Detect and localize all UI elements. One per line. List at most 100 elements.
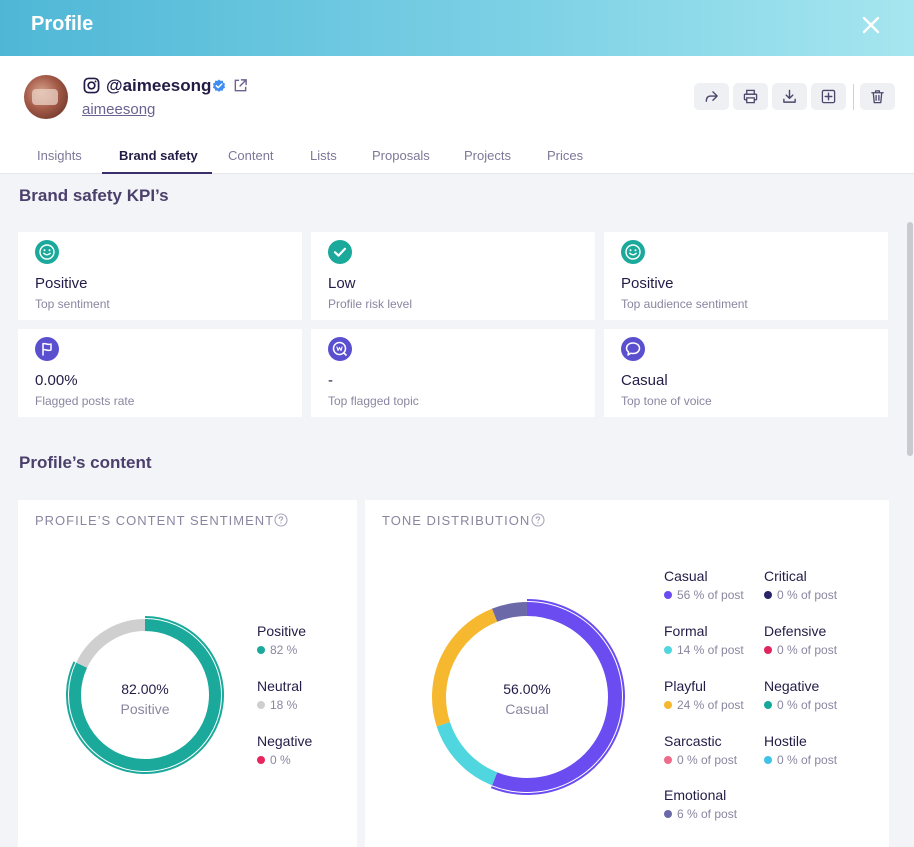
legend-name: Negative (764, 678, 820, 694)
scrollbar[interactable] (907, 222, 913, 456)
legend-dot (257, 701, 265, 709)
external-link-icon[interactable] (233, 78, 248, 93)
trash-icon (871, 90, 884, 104)
donut-segment-formal[interactable] (436, 721, 498, 786)
tab-content[interactable]: Content (228, 148, 274, 163)
profile-handle: @aimeesong (106, 76, 212, 95)
tab-insights[interactable]: Insights (37, 148, 82, 163)
donut-highlight-arc (490, 599, 625, 795)
tab-projects[interactable]: Projects (464, 148, 511, 163)
kpi-label: Top sentiment (35, 297, 110, 311)
tone-distribution-card: TONE DISTRIBUTION 56.00% Casual Casual 5… (365, 500, 889, 847)
legend-dot (257, 756, 265, 764)
legend-pct: 0 % of post (677, 753, 738, 767)
legend-pct: 82 % (270, 643, 298, 657)
flag-icon (35, 337, 59, 361)
download-icon (783, 89, 796, 103)
delete-button[interactable] (860, 83, 895, 110)
legend-dot (664, 810, 672, 818)
legend-item-playful: Playful 24 % of post (664, 678, 744, 712)
donut-segment-casual[interactable] (492, 602, 622, 792)
help-icon[interactable] (274, 513, 288, 527)
legend-name: Positive (257, 623, 307, 639)
tab-brand-safety[interactable]: Brand safety (119, 148, 198, 163)
legend-pct: 0 % of post (777, 643, 838, 657)
kpi-card-audience-sentiment: Positive Top audience sentiment (604, 232, 888, 320)
donut-segment-neutral[interactable] (76, 619, 146, 668)
topic-icon (328, 337, 352, 361)
legend-pct: 6 % of post (677, 807, 738, 821)
legend-item-defensive: Defensive 0 % of post (764, 623, 837, 657)
modal-title: Profile (31, 13, 94, 35)
legend-item-emotional: Emotional 6 % of post (664, 787, 737, 821)
legend-pct: 0 % (270, 753, 291, 767)
legend-pct: 0 % of post (777, 588, 838, 602)
legend-item-positive: Positive 82 % (257, 623, 306, 657)
kpi-card-tone-of-voice: Casual Top tone of voice (604, 329, 888, 417)
legend-name: Casual (664, 568, 708, 584)
username-link[interactable]: aimeesong (82, 101, 156, 118)
active-tab-indicator (102, 172, 212, 174)
legend-dot (664, 646, 672, 654)
share-button[interactable] (694, 83, 729, 110)
legend-dot (664, 756, 672, 764)
donut-segment-emotional[interactable] (492, 602, 528, 622)
kpi-label: Top audience sentiment (621, 297, 748, 311)
donut-segment-positive[interactable] (69, 619, 221, 771)
content-section-title: Profile’s content (19, 453, 152, 472)
tone-donut-chart (432, 599, 625, 795)
actions-divider (853, 84, 854, 110)
profile-bar: @aimeesong aimeesong (0, 56, 914, 174)
share-icon (705, 91, 718, 102)
legend-pct: 14 % of post (677, 643, 744, 657)
legend-pct: 24 % of post (677, 698, 744, 712)
tab-proposals[interactable]: Proposals (372, 148, 430, 163)
printer-icon (743, 89, 758, 104)
help-icon[interactable] (531, 513, 545, 527)
legend-pct: 0 % of post (777, 753, 838, 767)
profile-tabs: Insights Brand safety Content Lists Prop… (0, 144, 914, 174)
content-sentiment-card: PROFILE’S CONTENT SENTIMENT 82.00% Posit… (18, 500, 357, 847)
check-icon (328, 240, 352, 264)
legend-dot (764, 591, 772, 599)
tab-lists[interactable]: Lists (310, 148, 337, 163)
legend-dot (764, 646, 772, 654)
legend-item-sarcastic: Sarcastic 0 % of post (664, 733, 737, 767)
kpi-value: Casual (621, 372, 668, 389)
smile-icon (621, 240, 645, 264)
kpi-card-flagged-posts: 0.00% Flagged posts rate (18, 329, 302, 417)
kpi-value: Positive (621, 275, 674, 292)
legend-pct: 0 % of post (777, 698, 838, 712)
kpi-value: - (328, 372, 333, 389)
kpi-card-top-sentiment: Positive Top sentiment (18, 232, 302, 320)
chat-icon (621, 337, 645, 361)
close-icon[interactable] (858, 12, 884, 38)
kpi-label: Profile risk level (328, 297, 413, 311)
tab-prices[interactable]: Prices (547, 148, 584, 163)
legend-dot (764, 701, 772, 709)
legend-name: Formal (664, 623, 708, 639)
legend-item-negative: Negative 0 % of post (764, 678, 837, 712)
legend-item-formal: Formal 14 % of post (664, 623, 744, 657)
kpi-value: Low (328, 275, 356, 292)
download-button[interactable] (772, 83, 807, 110)
kpi-value: Positive (35, 275, 88, 292)
card-title: PROFILE’S CONTENT SENTIMENT (35, 513, 275, 528)
kpi-label: Top tone of voice (621, 394, 712, 408)
legend-dot (764, 756, 772, 764)
donut-segment-playful[interactable] (432, 608, 498, 727)
avatar (24, 75, 68, 119)
legend-name: Playful (664, 678, 707, 694)
donut-center-label: Casual (505, 701, 549, 717)
legend-pct: 18 % (270, 698, 298, 712)
legend-dot (664, 701, 672, 709)
print-button[interactable] (733, 83, 768, 110)
donut-center-label: Positive (120, 701, 170, 717)
add-to-list-button[interactable] (811, 83, 846, 110)
donut-center-value: 56.00% (503, 681, 551, 697)
legend-pct: 56 % of post (677, 588, 744, 602)
card-title: TONE DISTRIBUTION (382, 513, 531, 528)
donut-highlight-arc (66, 616, 224, 774)
kpi-card-flagged-topic: - Top flagged topic (311, 329, 595, 417)
legend-item-hostile: Hostile 0 % of post (764, 733, 837, 767)
